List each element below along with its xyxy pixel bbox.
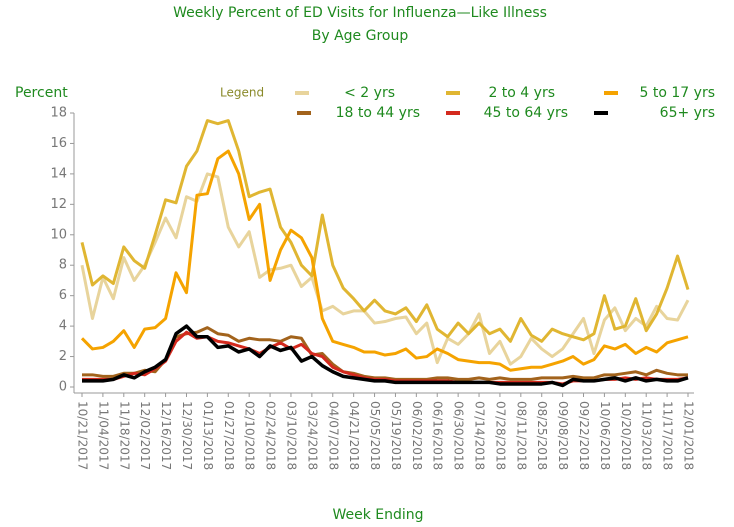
x-tick-label: 09/22/2018 bbox=[577, 401, 591, 470]
y-tick-label: 8 bbox=[59, 258, 67, 273]
x-tick-label: 11/17/2018 bbox=[661, 401, 675, 470]
series-line bbox=[80, 149, 689, 372]
x-tick-label: 06/16/2018 bbox=[431, 401, 445, 470]
x-tick-label: 07/28/2018 bbox=[493, 401, 507, 470]
series-line bbox=[82, 324, 689, 388]
x-tick-label: 05/19/2018 bbox=[389, 401, 403, 470]
x-tick-label: 12/30/2017 bbox=[180, 401, 194, 470]
x-axis-label: Week Ending bbox=[332, 507, 423, 523]
legend-title: Legend bbox=[220, 86, 264, 100]
y-tick-label: 16 bbox=[50, 136, 67, 151]
x-tick-label: 09/08/2018 bbox=[556, 401, 570, 470]
x-tick-label: 10/06/2018 bbox=[598, 401, 612, 470]
x-tick-label: 02/10/2018 bbox=[243, 401, 257, 470]
y-tick-label: 14 bbox=[50, 166, 67, 181]
x-tick-label: 01/27/2018 bbox=[222, 401, 236, 470]
x-tick-label: 08/25/2018 bbox=[535, 401, 549, 470]
x-tick-label: 11/18/2017 bbox=[117, 401, 131, 470]
x-tick-label: 06/30/2018 bbox=[452, 401, 466, 470]
y-tick-label: 12 bbox=[50, 197, 67, 212]
x-tick-label: 04/21/2018 bbox=[347, 401, 361, 470]
series-line bbox=[80, 119, 690, 343]
legend-label: 5 to 17 yrs bbox=[640, 85, 715, 101]
y-tick-label: 2 bbox=[59, 349, 67, 364]
x-tick-label: 01/13/2018 bbox=[201, 401, 215, 470]
x-tick-label: 06/02/2018 bbox=[410, 401, 424, 470]
chart-subtitle: By Age Group bbox=[312, 28, 409, 44]
chart-title: Weekly Percent of ED Visits for Influenz… bbox=[173, 5, 547, 21]
y-tick-label: 10 bbox=[50, 227, 67, 242]
x-tick-label: 05/05/2018 bbox=[368, 401, 382, 470]
y-tick-label: 6 bbox=[59, 288, 67, 303]
x-tick-label: 10/21/2017 bbox=[76, 401, 90, 470]
x-tick-label: 11/04/2017 bbox=[96, 401, 110, 470]
x-tick-label: 03/24/2018 bbox=[305, 401, 319, 470]
y-tick-label: 0 bbox=[59, 380, 67, 395]
legend-label: 65+ yrs bbox=[660, 105, 715, 121]
x-tick-label: 10/20/2018 bbox=[619, 401, 633, 470]
legend-label: < 2 yrs bbox=[344, 85, 395, 101]
legend-label: 45 to 64 yrs bbox=[484, 105, 568, 121]
series-line bbox=[80, 172, 690, 366]
x-tick-label: 02/24/2018 bbox=[264, 401, 278, 470]
x-tick-label: 11/03/2018 bbox=[640, 401, 654, 470]
y-axis-label: Percent bbox=[15, 85, 68, 101]
x-tick-label: 04/07/2018 bbox=[326, 401, 340, 470]
legend-label: 18 to 44 yrs bbox=[336, 105, 420, 121]
x-tick-label: 03/10/2018 bbox=[284, 401, 298, 470]
x-tick-label: 07/14/2018 bbox=[473, 401, 487, 470]
x-tick-label: 12/01/2018 bbox=[682, 401, 696, 470]
x-tick-label: 12/16/2017 bbox=[159, 401, 173, 470]
x-tick-label: 12/02/2017 bbox=[138, 401, 152, 470]
y-tick-label: 18 bbox=[50, 106, 67, 121]
y-tick-label: 4 bbox=[59, 319, 67, 334]
legend-label: 2 to 4 yrs bbox=[488, 85, 555, 101]
x-tick-label: 08/11/2018 bbox=[514, 401, 528, 470]
